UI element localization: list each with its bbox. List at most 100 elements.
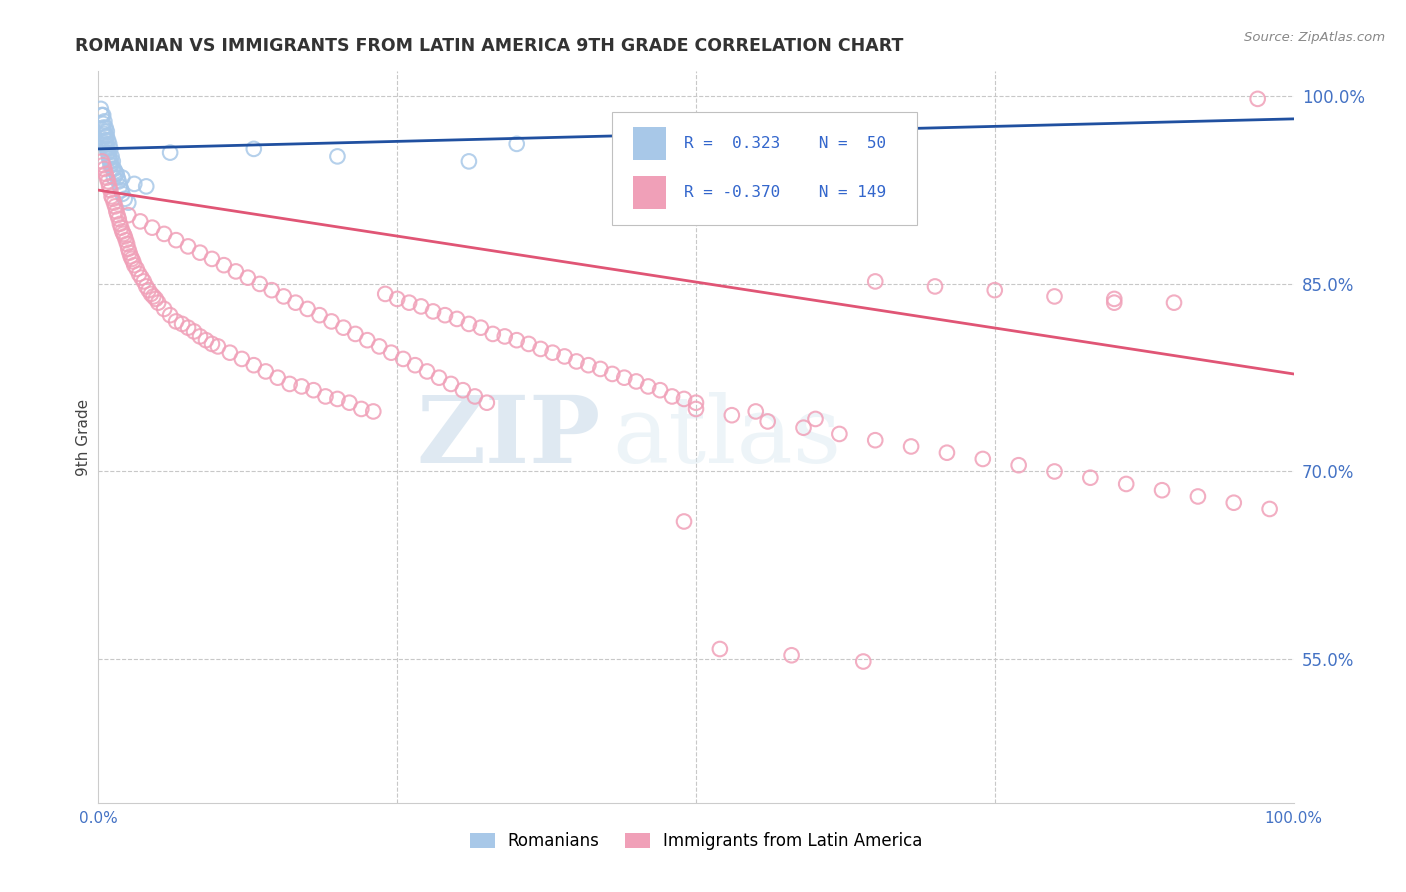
Text: R =  0.323    N =  50: R = 0.323 N = 50 [685,136,886,151]
Point [105,204,128,219]
Point [404,358,426,372]
Point [1115,477,1137,491]
Point [446,312,468,326]
Point [118,245,141,260]
Point [865,434,887,448]
Point [315,389,337,403]
Point [117,195,139,210]
Point [117,242,139,256]
Point [685,401,707,416]
Point [91,108,114,122]
Point [98,149,121,163]
Point [363,404,385,418]
Point [177,239,200,253]
Point [110,220,132,235]
Point [745,404,768,418]
Point [183,325,205,339]
Point [201,337,224,351]
Point [756,414,779,428]
Point [326,392,349,406]
Point [392,351,415,366]
Point [105,167,128,181]
Point [1163,295,1185,310]
Point [153,227,176,241]
Point [212,258,235,272]
Point [936,446,959,460]
Point [225,264,247,278]
Point [201,252,224,266]
Point [1187,490,1209,504]
Point [1258,502,1281,516]
Point [117,208,139,222]
Point [145,292,167,306]
Point [100,149,122,163]
Text: Source: ZipAtlas.com: Source: ZipAtlas.com [1244,31,1385,45]
Point [368,339,391,353]
Point [273,289,295,303]
Point [94,136,117,151]
Point [661,389,683,403]
Text: atlas: atlas [613,392,842,482]
Point [267,370,290,384]
Point [124,258,146,272]
Point [159,145,181,160]
Point [494,329,516,343]
Point [385,292,409,306]
Point [97,145,120,160]
Point [111,224,134,238]
Point [103,161,125,176]
Point [470,320,492,334]
Point [344,326,367,341]
Point [828,426,851,441]
Point [1008,458,1031,473]
Point [637,379,659,393]
Point [98,152,121,166]
Point [427,370,450,384]
Point [1104,295,1126,310]
Point [97,174,120,188]
Point [458,317,481,331]
Point [159,308,181,322]
Point [107,211,129,226]
Point [91,120,114,135]
Point [124,177,146,191]
Point [105,167,128,181]
Point [125,261,148,276]
Point [589,362,612,376]
Point [96,124,118,138]
Point [308,308,330,322]
Point [900,440,922,454]
Point [924,279,946,293]
Point [93,161,115,176]
Point [103,170,125,185]
Point [91,154,114,169]
Point [172,317,194,331]
Point [793,420,815,434]
Point [780,648,803,663]
Point [100,158,122,172]
Point [94,167,117,181]
Point [96,129,118,144]
Point [93,127,115,141]
Point [297,301,319,316]
Point [98,183,122,197]
Bar [633,127,666,160]
Point [141,220,163,235]
Point [339,395,361,409]
Point [112,227,135,241]
Point [177,320,200,334]
Point [1247,92,1270,106]
Point [111,170,134,185]
Point [458,154,481,169]
Point [108,217,131,231]
Point [98,179,121,194]
Point [673,515,696,529]
Point [565,354,588,368]
Text: ZIP: ZIP [416,392,600,482]
Point [865,274,887,288]
Point [129,214,152,228]
Point [972,452,994,467]
Point [104,164,127,178]
Point [91,117,114,131]
Y-axis label: 9th Grade: 9th Grade [76,399,91,475]
